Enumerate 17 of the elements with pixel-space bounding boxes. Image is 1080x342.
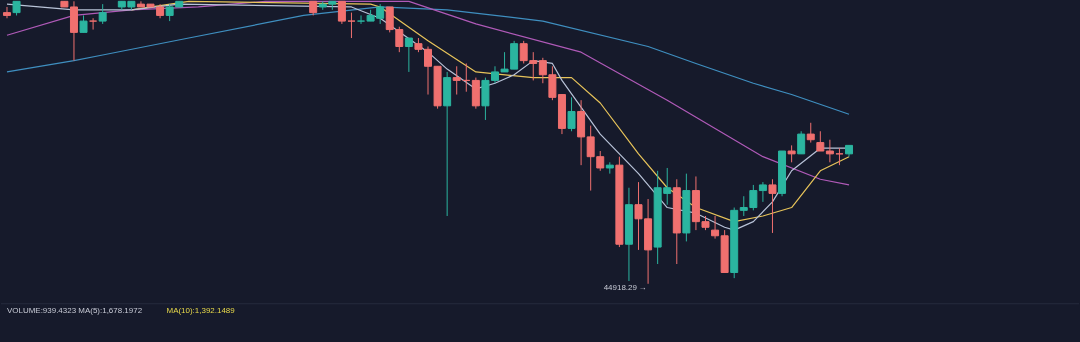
candlestick [2,6,11,19]
candlestick [347,12,356,39]
candlestick [816,130,825,152]
candlestick [758,181,767,203]
candlestick [98,3,107,25]
candlestick [825,139,834,163]
candlestick [567,96,576,132]
candlestick [806,122,815,144]
text: VOLUME:939.4323 MA(5):1,678.1972 [6,305,143,315]
annotation: 44918.29 → [603,282,648,292]
candlestick [797,130,806,155]
text: MA(10):1,392.1489 [166,305,236,315]
candlestick [452,65,461,96]
candlestick [404,37,413,73]
candlestick [768,178,777,234]
candlestick [337,0,346,25]
candlestick [89,17,98,31]
